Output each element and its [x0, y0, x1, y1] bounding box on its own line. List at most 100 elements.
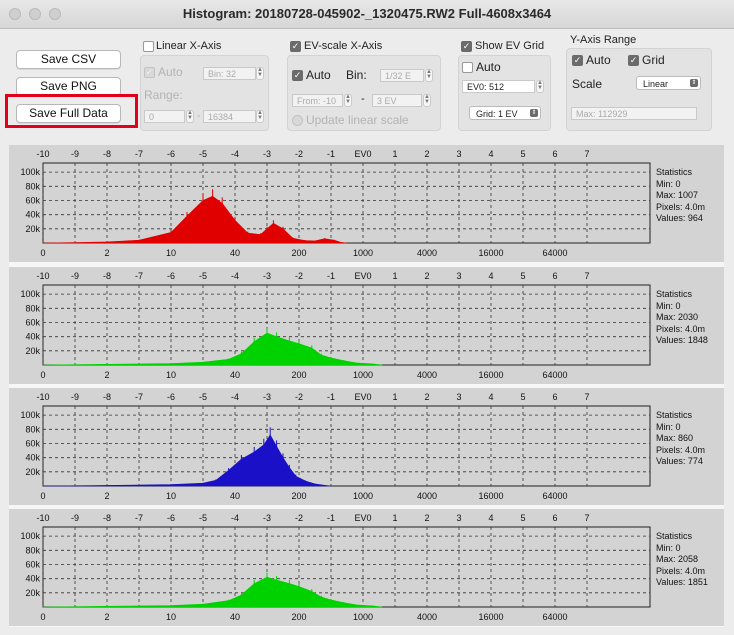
- y-tick-label: 100k: [20, 531, 40, 541]
- ev-tick-label: EV0: [354, 513, 371, 523]
- grid-auto-checkbox[interactable]: [462, 62, 473, 73]
- y-scale-label: Scale: [572, 77, 603, 91]
- highlight-box: [5, 94, 138, 128]
- value-tick-label: 2: [104, 612, 109, 622]
- plot-frame: [42, 405, 651, 487]
- linear-range-from-stepper[interactable]: ▲ ▼: [186, 110, 194, 123]
- ev-tick-label: 7: [584, 149, 589, 159]
- y-tick-label: 100k: [20, 167, 40, 177]
- ev-tick-label: -6: [167, 271, 175, 281]
- ev-tick-label: 1: [392, 392, 397, 402]
- ev-tick-label: -7: [135, 149, 143, 159]
- stats-title: Statistics: [656, 410, 693, 420]
- value-tick-label: 10: [166, 491, 176, 501]
- ev-tick-label: 5: [520, 392, 525, 402]
- plot-frame: [42, 526, 651, 608]
- stats-max: Max: 2058: [656, 554, 699, 565]
- value-tick-label: 0: [40, 248, 45, 258]
- grid-select[interactable]: Grid: 1 EV ⇕: [469, 106, 541, 120]
- linear-range-to-field[interactable]: 16384: [203, 110, 256, 123]
- linear-bin-stepper[interactable]: ▲ ▼: [256, 67, 264, 80]
- histogram-chart-green-2: 100k 80k 60k 40k 20k -10 -9 -8 -7 -6 -5 -4 -3 -2 -1 EV0…: [20, 513, 651, 622]
- linear-x-axis-label: Linear X-Axis: [156, 40, 222, 52]
- ev-auto-label: Auto: [306, 68, 331, 82]
- histogram-panel-red: 100k 80k 60k 40k 20k -10 -9 -8 -7 -6 -5 -4 -3 -2 -1 EV0…: [9, 145, 724, 262]
- ev-tick-label: -4: [231, 271, 239, 281]
- ev-tick-label: -7: [135, 271, 143, 281]
- value-tick-label: 0: [40, 612, 45, 622]
- window-title: Histogram: 20180728-045902-_1320475.RW2 …: [182, 6, 552, 21]
- ev-to-field[interactable]: 3 EV: [372, 94, 422, 107]
- y-tick-label: 20k: [25, 346, 40, 356]
- close-window-button[interactable]: [9, 8, 21, 20]
- stats-title: Statistics: [656, 289, 693, 299]
- ev-tick-label: -2: [295, 392, 303, 402]
- ev-from-field[interactable]: From: -10: [292, 94, 343, 107]
- value-tick-label: 200: [291, 491, 306, 501]
- y-tick-label: 80k: [25, 424, 40, 434]
- ev-tick-label: -5: [199, 271, 207, 281]
- histogram-panel-green: 100k 80k 60k 40k 20k -10 -9 -8 -7 -6 -5 -4 -3 -2 -1 EV0…: [9, 267, 724, 384]
- y-max-field[interactable]: Max: 112929: [571, 107, 697, 120]
- linear-range-to-stepper[interactable]: ▲ ▼: [256, 110, 264, 123]
- y-tick-label: 40k: [25, 453, 40, 463]
- ev-from-stepper[interactable]: ▲ ▼: [344, 94, 352, 107]
- ev-tick-label: 1: [392, 513, 397, 523]
- y-tick-label: 80k: [25, 181, 40, 191]
- y-scale-select[interactable]: Linear ⇕: [636, 76, 701, 90]
- ev0-stepper[interactable]: ▲ ▼: [536, 80, 544, 93]
- ev-bin-field[interactable]: 1/32 E: [380, 69, 424, 82]
- ev0-field[interactable]: EV0: 512: [462, 80, 535, 93]
- ev-tick-label: -7: [135, 392, 143, 402]
- value-tick-label: 2: [104, 248, 109, 258]
- stats-values: Values: 964: [656, 213, 703, 224]
- stats-pixels: Pixels: 4.0m: [656, 201, 706, 212]
- y-auto-checkbox[interactable]: ✓: [572, 55, 583, 66]
- value-tick-label: 1000: [353, 248, 373, 258]
- value-tick-label: 40: [230, 491, 240, 501]
- y-tick-label: 40k: [25, 332, 40, 342]
- y-tick-label: 80k: [25, 303, 40, 313]
- linear-auto-label: Auto: [158, 65, 183, 79]
- linear-bin-field[interactable]: Bin: 32: [203, 67, 256, 80]
- linear-auto-checkbox[interactable]: ✓: [144, 67, 155, 78]
- linear-range-from-field[interactable]: 0: [144, 110, 185, 123]
- value-tick-label: 1000: [353, 491, 373, 501]
- save-full-data-button[interactable]: Save Full Data: [16, 104, 121, 123]
- minimize-window-button[interactable]: [29, 8, 41, 20]
- ev-bin-stepper[interactable]: ▲ ▼: [425, 69, 433, 82]
- ev-tick-label: 4: [488, 271, 493, 281]
- value-tick-label: 200: [291, 612, 306, 622]
- value-tick-label: 2: [104, 491, 109, 501]
- y-tick-label: 80k: [25, 545, 40, 555]
- ev-tick-label: -10: [36, 271, 49, 281]
- ev-to-stepper[interactable]: ▲ ▼: [423, 94, 431, 107]
- update-linear-scale-checkbox[interactable]: [292, 115, 303, 126]
- save-png-button[interactable]: Save PNG: [16, 77, 121, 96]
- grid-select-value: Grid: 1 EV: [476, 109, 518, 119]
- linear-range-dash: -: [197, 110, 201, 122]
- ev-tick-label: 5: [520, 513, 525, 523]
- ev-scale-checkbox[interactable]: ✓: [290, 41, 301, 52]
- histogram-area-2: [42, 434, 332, 487]
- zoom-window-button[interactable]: [49, 8, 61, 20]
- ev-tick-label: -3: [263, 513, 271, 523]
- value-tick-label: 16000: [478, 612, 503, 622]
- ev-tick-label: -7: [135, 513, 143, 523]
- stats-values: Values: 1851: [656, 577, 708, 588]
- value-tick-label: 16000: [478, 491, 503, 501]
- y-grid-checkbox[interactable]: ✓: [628, 55, 639, 66]
- value-tick-label: 200: [291, 370, 306, 380]
- linear-x-axis-checkbox[interactable]: [143, 41, 154, 52]
- show-ev-grid-checkbox[interactable]: ✓: [461, 41, 472, 52]
- ev-tick-label: 1: [392, 149, 397, 159]
- ev-tick-label: 7: [584, 271, 589, 281]
- y-tick-label: 60k: [25, 559, 40, 569]
- value-tick-label: 40: [230, 248, 240, 258]
- ev-auto-checkbox[interactable]: ✓: [292, 70, 303, 81]
- ev-tick-label: 6: [552, 271, 557, 281]
- value-tick-label: 64000: [542, 612, 567, 622]
- save-csv-button[interactable]: Save CSV: [16, 50, 121, 69]
- y-auto-label: Auto: [586, 53, 611, 67]
- ev-tick-label: 3: [456, 271, 461, 281]
